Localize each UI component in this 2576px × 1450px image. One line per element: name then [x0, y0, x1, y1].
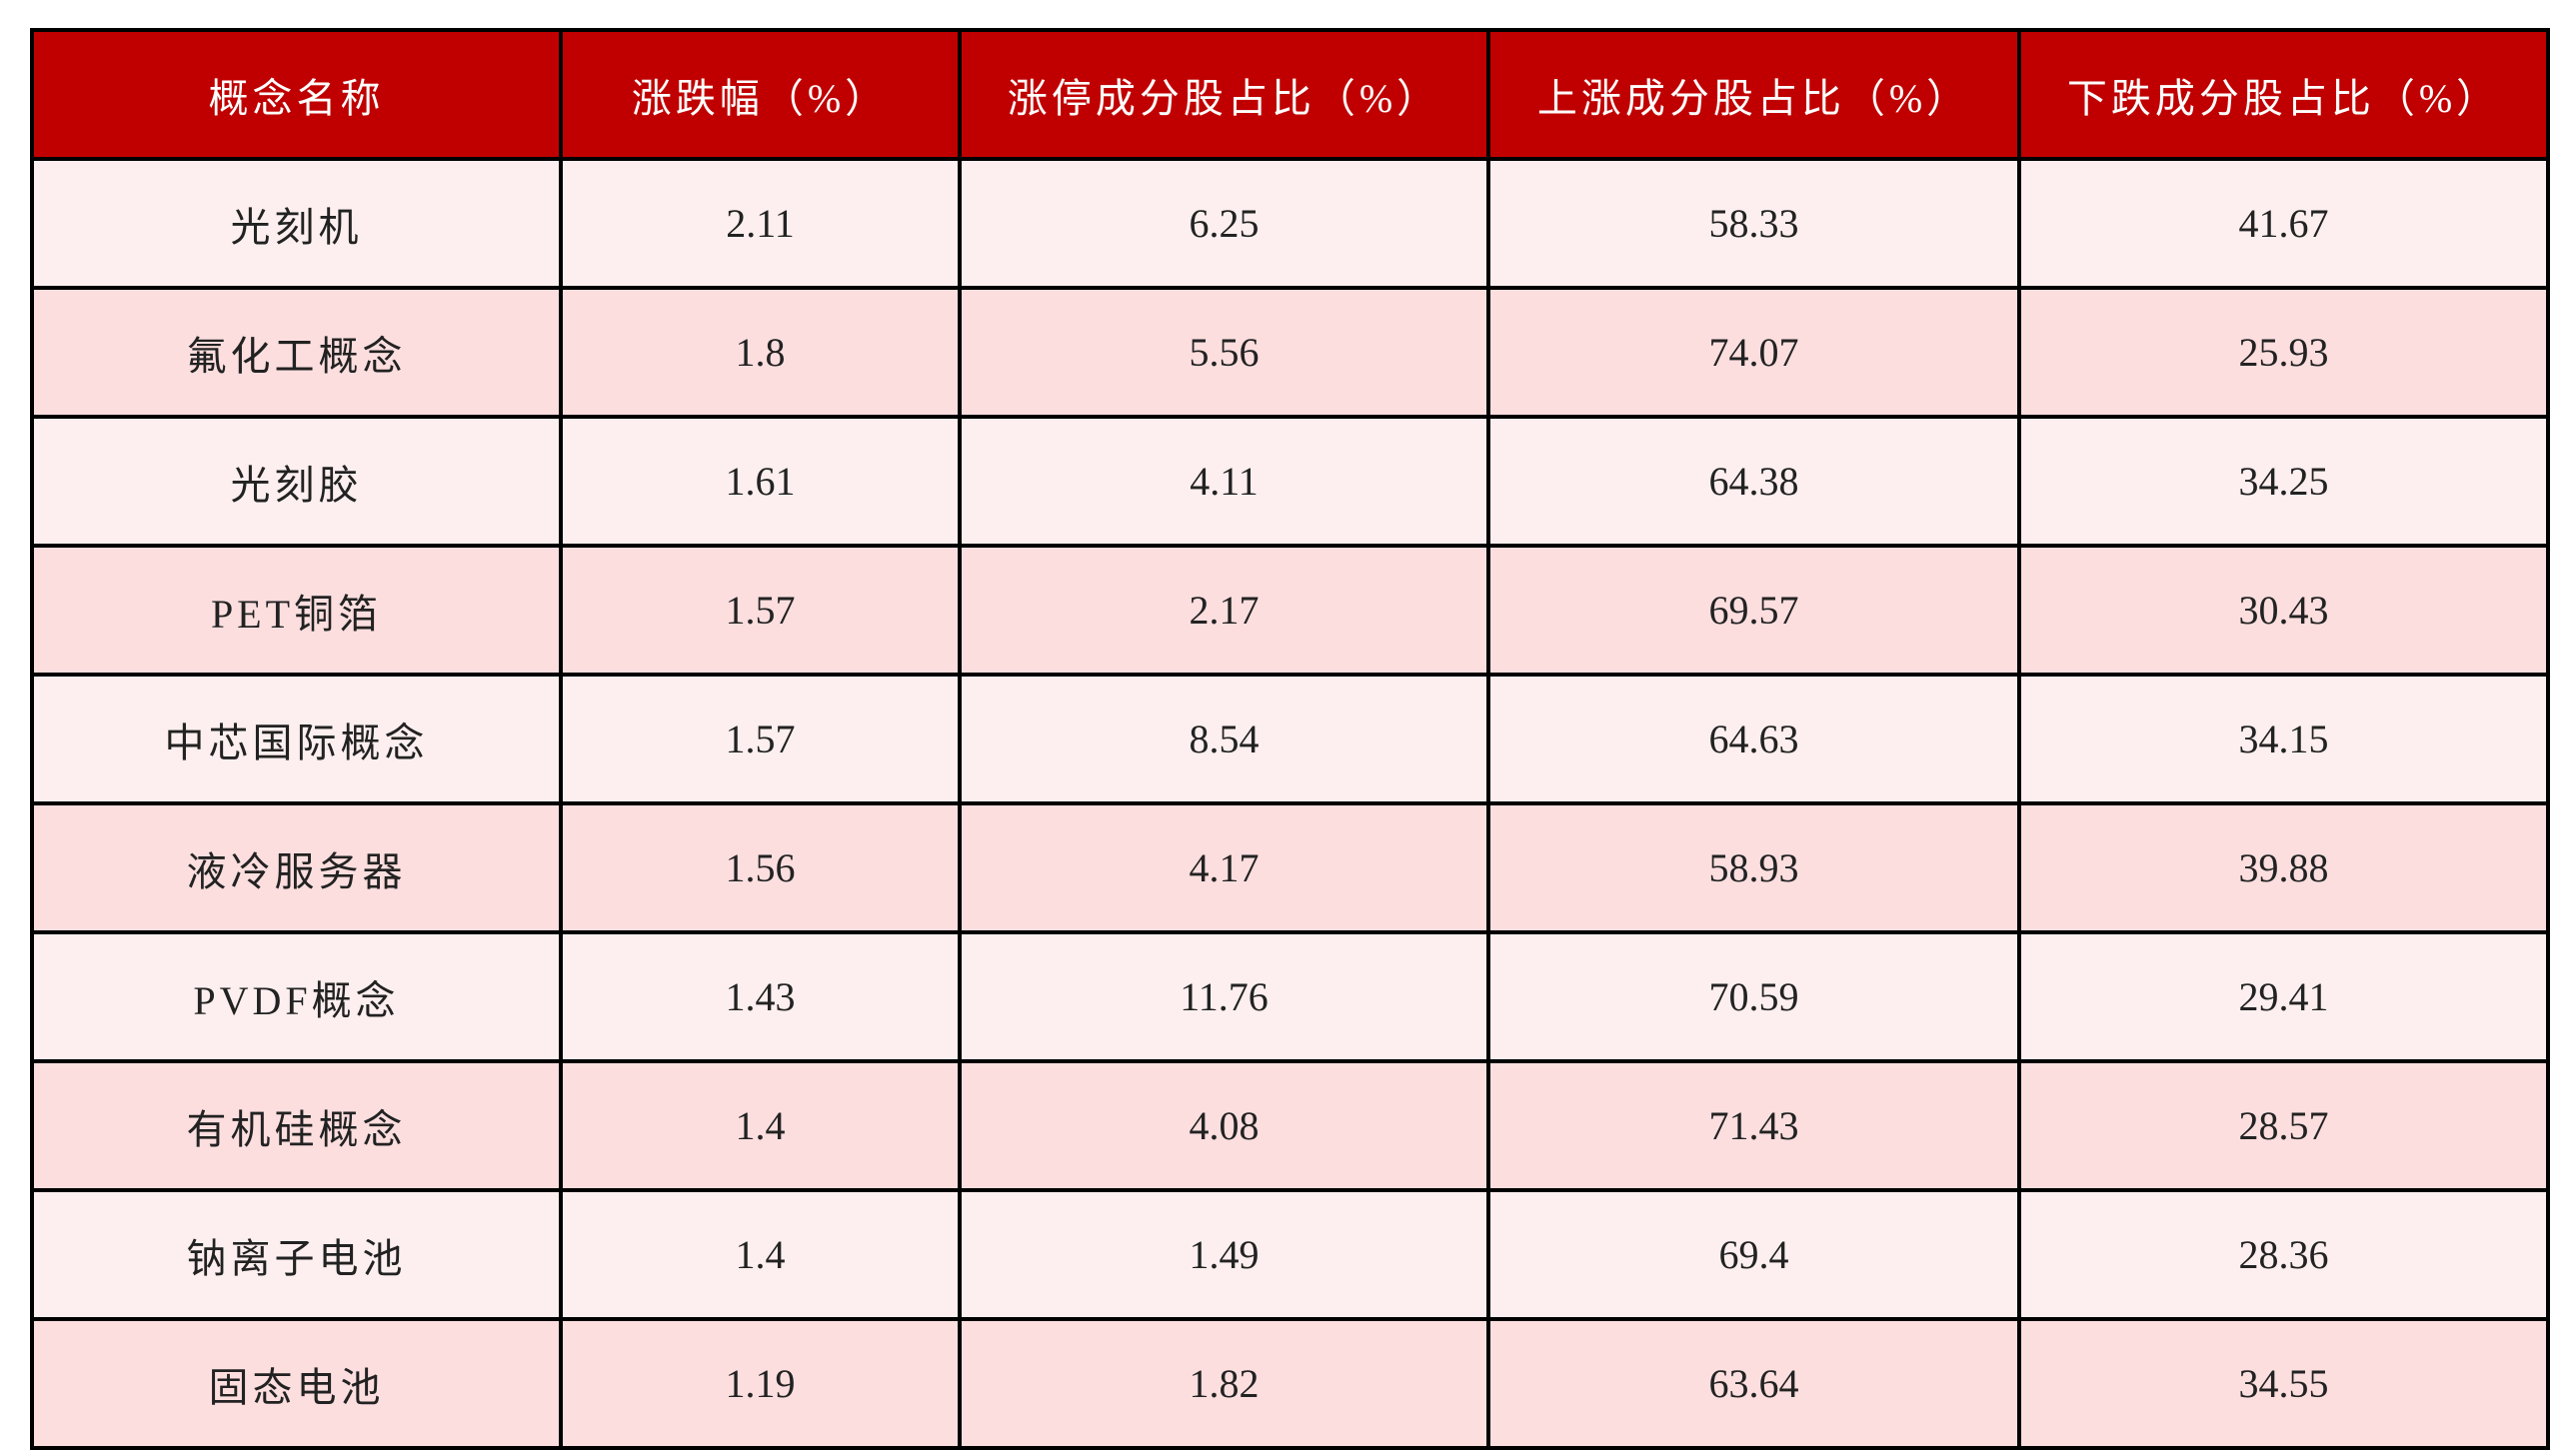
cell-fall-ratio: 28.36 [2017, 1188, 2550, 1321]
cell-change-pct: 1.43 [559, 930, 962, 1063]
cell-rise-ratio: 63.64 [1486, 1317, 2021, 1450]
table-row: 有机硅概念 1.4 4.08 71.43 28.57 [30, 1059, 2550, 1192]
cell-change-pct: 1.57 [559, 544, 962, 677]
table-row: PVDF概念 1.43 11.76 70.59 29.41 [30, 930, 2550, 1063]
header-limit-up-ratio: 涨停成分股占比（%） [958, 28, 1490, 161]
table-row: PET铜箔 1.57 2.17 69.57 30.43 [30, 544, 2550, 677]
table-row: 中芯国际概念 1.57 8.54 64.63 34.15 [30, 673, 2550, 805]
cell-concept-name: 固态电池 [30, 1317, 563, 1450]
cell-limit-up-ratio: 1.49 [958, 1188, 1490, 1321]
cell-rise-ratio: 64.38 [1486, 415, 2021, 548]
cell-change-pct: 1.57 [559, 673, 962, 805]
cell-limit-up-ratio: 5.56 [958, 286, 1490, 419]
cell-change-pct: 1.56 [559, 801, 962, 934]
cell-concept-name: 光刻胶 [30, 415, 563, 548]
cell-concept-name: 氟化工概念 [30, 286, 563, 419]
cell-change-pct: 1.61 [559, 415, 962, 548]
table-row: 固态电池 1.19 1.82 63.64 34.55 [30, 1317, 2550, 1450]
cell-limit-up-ratio: 4.11 [958, 415, 1490, 548]
cell-rise-ratio: 70.59 [1486, 930, 2021, 1063]
cell-fall-ratio: 34.15 [2017, 673, 2550, 805]
cell-concept-name: PET铜箔 [30, 544, 563, 677]
cell-concept-name: 液冷服务器 [30, 801, 563, 934]
cell-limit-up-ratio: 4.17 [958, 801, 1490, 934]
cell-rise-ratio: 69.4 [1486, 1188, 2021, 1321]
cell-fall-ratio: 29.41 [2017, 930, 2550, 1063]
header-rise-ratio: 上涨成分股占比（%） [1486, 28, 2021, 161]
cell-fall-ratio: 30.43 [2017, 544, 2550, 677]
cell-rise-ratio: 64.63 [1486, 673, 2021, 805]
cell-rise-ratio: 69.57 [1486, 544, 2021, 677]
cell-rise-ratio: 58.93 [1486, 801, 2021, 934]
cell-rise-ratio: 74.07 [1486, 286, 2021, 419]
cell-change-pct: 1.4 [559, 1059, 962, 1192]
cell-fall-ratio: 28.57 [2017, 1059, 2550, 1192]
header-concept-name: 概念名称 [30, 28, 563, 161]
cell-fall-ratio: 39.88 [2017, 801, 2550, 934]
cell-limit-up-ratio: 8.54 [958, 673, 1490, 805]
concept-table: 概念名称 涨跌幅（%） 涨停成分股占比（%） 上涨成分股占比（%） 下跌成分股占… [30, 28, 2550, 1450]
cell-change-pct: 1.19 [559, 1317, 962, 1450]
cell-concept-name: 光刻机 [30, 157, 563, 290]
cell-fall-ratio: 25.93 [2017, 286, 2550, 419]
header-change-pct: 涨跌幅（%） [559, 28, 962, 161]
cell-limit-up-ratio: 1.82 [958, 1317, 1490, 1450]
cell-fall-ratio: 34.25 [2017, 415, 2550, 548]
table-row: 氟化工概念 1.8 5.56 74.07 25.93 [30, 286, 2550, 419]
cell-concept-name: 中芯国际概念 [30, 673, 563, 805]
table-row: 液冷服务器 1.56 4.17 58.93 39.88 [30, 801, 2550, 934]
header-row: 概念名称 涨跌幅（%） 涨停成分股占比（%） 上涨成分股占比（%） 下跌成分股占… [30, 28, 2550, 161]
cell-limit-up-ratio: 6.25 [958, 157, 1490, 290]
cell-concept-name: 有机硅概念 [30, 1059, 563, 1192]
cell-concept-name: PVDF概念 [30, 930, 563, 1063]
cell-change-pct: 2.11 [559, 157, 962, 290]
table-row: 光刻机 2.11 6.25 58.33 41.67 [30, 157, 2550, 290]
cell-concept-name: 钠离子电池 [30, 1188, 563, 1321]
cell-limit-up-ratio: 11.76 [958, 930, 1490, 1063]
cell-limit-up-ratio: 2.17 [958, 544, 1490, 677]
table-row: 钠离子电池 1.4 1.49 69.4 28.36 [30, 1188, 2550, 1321]
cell-limit-up-ratio: 4.08 [958, 1059, 1490, 1192]
cell-change-pct: 1.4 [559, 1188, 962, 1321]
cell-fall-ratio: 41.67 [2017, 157, 2550, 290]
cell-rise-ratio: 58.33 [1486, 157, 2021, 290]
cell-fall-ratio: 34.55 [2017, 1317, 2550, 1450]
header-fall-ratio: 下跌成分股占比（%） [2017, 28, 2550, 161]
cell-change-pct: 1.8 [559, 286, 962, 419]
table-row: 光刻胶 1.61 4.11 64.38 34.25 [30, 415, 2550, 548]
cell-rise-ratio: 71.43 [1486, 1059, 2021, 1192]
